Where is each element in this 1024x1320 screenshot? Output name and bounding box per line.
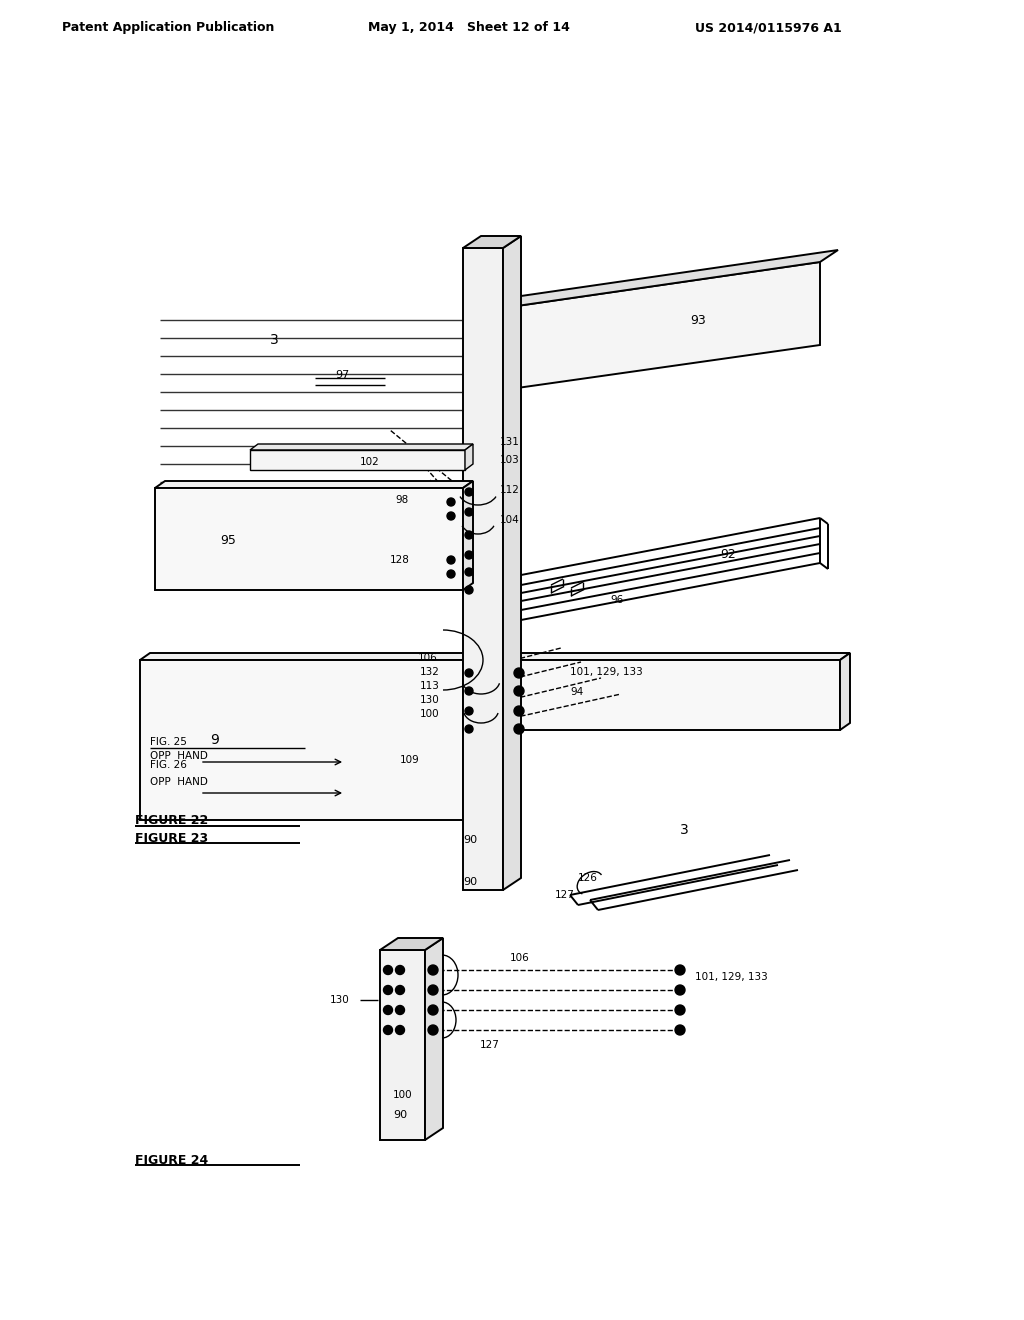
Polygon shape [503, 249, 838, 308]
Polygon shape [463, 236, 521, 248]
Text: 96: 96 [610, 595, 624, 605]
Text: 101, 129, 133: 101, 129, 133 [695, 972, 768, 982]
Circle shape [428, 1026, 438, 1035]
Circle shape [428, 985, 438, 995]
Circle shape [675, 1005, 685, 1015]
Circle shape [395, 986, 404, 994]
Circle shape [514, 706, 524, 715]
Text: OPP  HAND: OPP HAND [150, 777, 208, 787]
Circle shape [514, 668, 524, 678]
Polygon shape [250, 450, 465, 470]
Text: 109: 109 [400, 755, 420, 766]
Circle shape [384, 986, 392, 994]
Text: Patent Application Publication: Patent Application Publication [62, 21, 274, 34]
Polygon shape [840, 653, 850, 730]
Text: 113: 113 [420, 681, 440, 690]
Circle shape [447, 498, 455, 506]
Polygon shape [463, 660, 840, 730]
Polygon shape [503, 236, 521, 890]
Circle shape [384, 965, 392, 974]
Circle shape [465, 550, 473, 558]
Circle shape [675, 985, 685, 995]
Circle shape [465, 508, 473, 516]
Circle shape [447, 556, 455, 564]
Text: 131: 131 [500, 437, 520, 447]
Text: 132: 132 [420, 667, 440, 677]
Text: 112: 112 [500, 484, 520, 495]
Polygon shape [463, 653, 850, 660]
Text: FIGURE 22: FIGURE 22 [135, 813, 208, 826]
Text: 92: 92 [720, 549, 736, 561]
Text: 130: 130 [420, 696, 439, 705]
Circle shape [465, 708, 473, 715]
Text: 9: 9 [210, 733, 219, 747]
Circle shape [465, 586, 473, 594]
Text: 3: 3 [270, 333, 279, 347]
Text: 95: 95 [220, 533, 236, 546]
Circle shape [447, 570, 455, 578]
Text: 3: 3 [680, 822, 689, 837]
Circle shape [395, 965, 404, 974]
Circle shape [384, 1026, 392, 1035]
Text: 100: 100 [420, 709, 439, 719]
Text: 101, 129, 133: 101, 129, 133 [570, 667, 643, 677]
Text: 100: 100 [393, 1090, 413, 1100]
Circle shape [465, 725, 473, 733]
Polygon shape [140, 653, 473, 660]
Polygon shape [463, 248, 503, 890]
Text: FIG. 26: FIG. 26 [150, 760, 186, 770]
Text: 94: 94 [570, 686, 584, 697]
Polygon shape [380, 950, 425, 1140]
Text: FIGURE 24: FIGURE 24 [135, 1154, 208, 1167]
Text: 106: 106 [418, 653, 437, 663]
Circle shape [465, 531, 473, 539]
Polygon shape [465, 444, 473, 470]
Text: 90: 90 [463, 876, 477, 887]
Polygon shape [503, 261, 820, 389]
Text: 90: 90 [463, 836, 477, 845]
Circle shape [395, 1006, 404, 1015]
Text: 97: 97 [335, 370, 349, 380]
Text: 103: 103 [500, 455, 520, 465]
Polygon shape [155, 480, 473, 488]
Text: FIG. 25: FIG. 25 [150, 737, 186, 747]
Polygon shape [250, 444, 473, 450]
Text: 127: 127 [480, 1040, 500, 1049]
Text: 93: 93 [690, 314, 706, 326]
Text: 127: 127 [555, 890, 574, 900]
Circle shape [514, 686, 524, 696]
Text: 128: 128 [390, 554, 410, 565]
Circle shape [428, 965, 438, 975]
Circle shape [675, 1026, 685, 1035]
Circle shape [384, 1006, 392, 1015]
Text: US 2014/0115976 A1: US 2014/0115976 A1 [695, 21, 842, 34]
Circle shape [465, 568, 473, 576]
Polygon shape [425, 939, 443, 1140]
Text: 126: 126 [578, 873, 598, 883]
Circle shape [465, 686, 473, 696]
Circle shape [465, 669, 473, 677]
Circle shape [675, 965, 685, 975]
Circle shape [514, 723, 524, 734]
Polygon shape [463, 480, 473, 590]
Text: FIGURE 23: FIGURE 23 [135, 832, 208, 845]
Text: 106: 106 [510, 953, 529, 964]
Text: 90: 90 [393, 1110, 408, 1119]
Text: May 1, 2014   Sheet 12 of 14: May 1, 2014 Sheet 12 of 14 [368, 21, 570, 34]
Circle shape [428, 1005, 438, 1015]
Circle shape [447, 512, 455, 520]
Text: 104: 104 [500, 515, 520, 525]
Circle shape [395, 1026, 404, 1035]
Polygon shape [463, 653, 473, 820]
Polygon shape [380, 939, 443, 950]
Circle shape [465, 488, 473, 496]
Text: 98: 98 [395, 495, 409, 506]
Text: 130: 130 [330, 995, 350, 1005]
Text: OPP  HAND: OPP HAND [150, 751, 208, 762]
Polygon shape [155, 488, 463, 590]
Polygon shape [140, 660, 463, 820]
Text: 102: 102 [360, 457, 380, 467]
